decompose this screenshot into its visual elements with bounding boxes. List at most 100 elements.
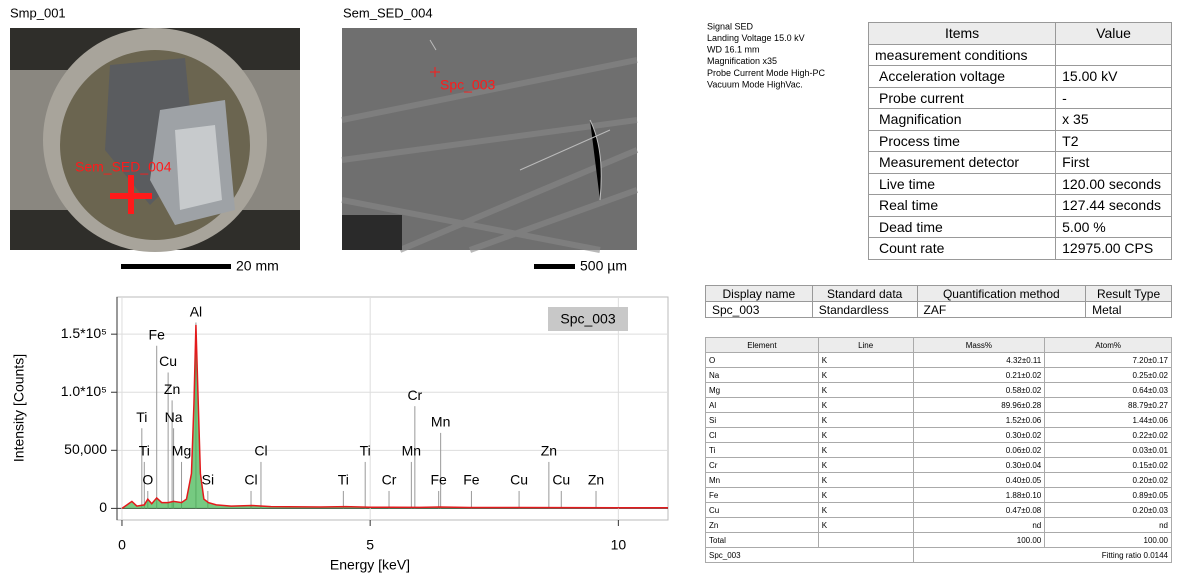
table-cell: Count rate (869, 238, 1056, 260)
scale-label: 500 µm (580, 258, 627, 274)
table-cell: 0.20±0.03 (1045, 503, 1172, 518)
table-cell: Mg (706, 383, 819, 398)
table-row: Count rate12975.00 CPS (869, 238, 1172, 260)
table-row: Real time127.44 seconds (869, 195, 1172, 217)
header-cell: Quantification method (917, 286, 1086, 302)
table-cell: 0.89±0.05 (1045, 488, 1172, 503)
peak-label: Cr (382, 472, 397, 488)
table-cell: Cu (706, 503, 819, 518)
peak-label: Fe (430, 472, 447, 488)
scale-bar (121, 264, 231, 269)
table-cell: 7.20±0.17 (1045, 353, 1172, 368)
header-cell: Result Type (1086, 286, 1172, 302)
condition-line: Landing Voltage 15.0 kV (707, 33, 805, 43)
table-cell (818, 533, 913, 548)
table-cell: Cr (706, 458, 819, 473)
table-cell: Standardless (812, 302, 917, 318)
peak-label: Zn (164, 381, 180, 397)
table-cell: Live time (869, 173, 1056, 195)
y-tick-label: 50,000 (64, 441, 107, 457)
sem-image (342, 28, 637, 250)
table-cell: Al (706, 398, 819, 413)
table-cell: 88.79±0.27 (1045, 398, 1172, 413)
table-cell: K (818, 488, 913, 503)
header-row: ElementLineMass%Atom% (706, 338, 1172, 353)
table-row: measurement conditions (869, 44, 1172, 66)
table-cell: 0.03±0.01 (1045, 443, 1172, 458)
peak-label: Cr (407, 387, 422, 403)
table-cell: Dead time (869, 216, 1056, 238)
table-cell: Fe (706, 488, 819, 503)
condition-line: WD 16.1 mm (707, 45, 760, 55)
y-tick-label: 1.0*10⁵ (61, 383, 107, 399)
header-cell: Standard data (812, 286, 917, 302)
scale-bar (534, 264, 575, 269)
table-cell: 12975.00 CPS (1056, 238, 1172, 260)
table-row: AlK89.96±0.2888.79±0.27 (706, 398, 1172, 413)
header-cell: Items (869, 23, 1056, 45)
table-cell: 0.22±0.02 (1045, 428, 1172, 443)
image-overlay-label: Spc_003 (440, 77, 495, 93)
peak-label: Zn (541, 443, 557, 459)
table-cell: Process time (869, 130, 1056, 152)
table-cell: K (818, 473, 913, 488)
condition-line: Signal SED (707, 21, 754, 31)
table-cell: 1.88±0.10 (913, 488, 1045, 503)
table-cell: 0.58±0.02 (913, 383, 1045, 398)
table-cell: 100.00 (1045, 533, 1172, 548)
footer-cell: Spc_003 (706, 548, 914, 563)
table-cell: Metal (1086, 302, 1172, 318)
page: Smp_001 Sem_SED_004 20 mm Sem_SED_004 Sp… (0, 0, 1179, 579)
peak-label: Fe (149, 326, 166, 342)
peak-label: Ti (136, 409, 147, 425)
table-cell: 0.20±0.02 (1045, 473, 1172, 488)
table-cell: Acceleration voltage (869, 66, 1056, 88)
table-cell: First (1056, 152, 1172, 174)
x-tick-label: 0 (118, 537, 126, 553)
y-tick-label: 0 (99, 499, 107, 515)
image-title: Sem_SED_004 (343, 5, 433, 20)
peak-label: Mg (172, 443, 191, 459)
table-cell: K (818, 443, 913, 458)
x-tick-label: 5 (366, 537, 374, 553)
table-cell: 1.52±0.06 (913, 413, 1045, 428)
table-cell: K (818, 518, 913, 533)
table-row: TiK0.06±0.020.03±0.01 (706, 443, 1172, 458)
table-cell: 0.06±0.02 (913, 443, 1045, 458)
peak-label: Cu (159, 353, 177, 369)
peak-label: Cu (510, 472, 528, 488)
table-cell: K (818, 428, 913, 443)
y-axis-title: Intensity [Counts] (11, 354, 27, 462)
header-cell: Atom% (1045, 338, 1172, 353)
peak-label: Mn (402, 443, 421, 459)
table-cell: 0.64±0.03 (1045, 383, 1172, 398)
table-cell: 100.00 (913, 533, 1045, 548)
table-cell: T2 (1056, 130, 1172, 152)
table-cell: 0.40±0.05 (913, 473, 1045, 488)
table-row: Acceleration voltage15.00 kV (869, 66, 1172, 88)
table-row: Live time120.00 seconds (869, 173, 1172, 195)
condition-line: Magnification x35 (707, 56, 777, 66)
image-title: Smp_001 (10, 5, 66, 20)
table-cell: Total (706, 533, 819, 548)
table-cell: 0.30±0.02 (913, 428, 1045, 443)
table-cell: K (818, 413, 913, 428)
condition-line: Probe Current Mode High-PC (707, 68, 826, 78)
table-cell: 0.15±0.02 (1045, 458, 1172, 473)
table-cell: 1.44±0.06 (1045, 413, 1172, 428)
table-cell: Cl (706, 428, 819, 443)
table-cell: 0.47±0.08 (913, 503, 1045, 518)
